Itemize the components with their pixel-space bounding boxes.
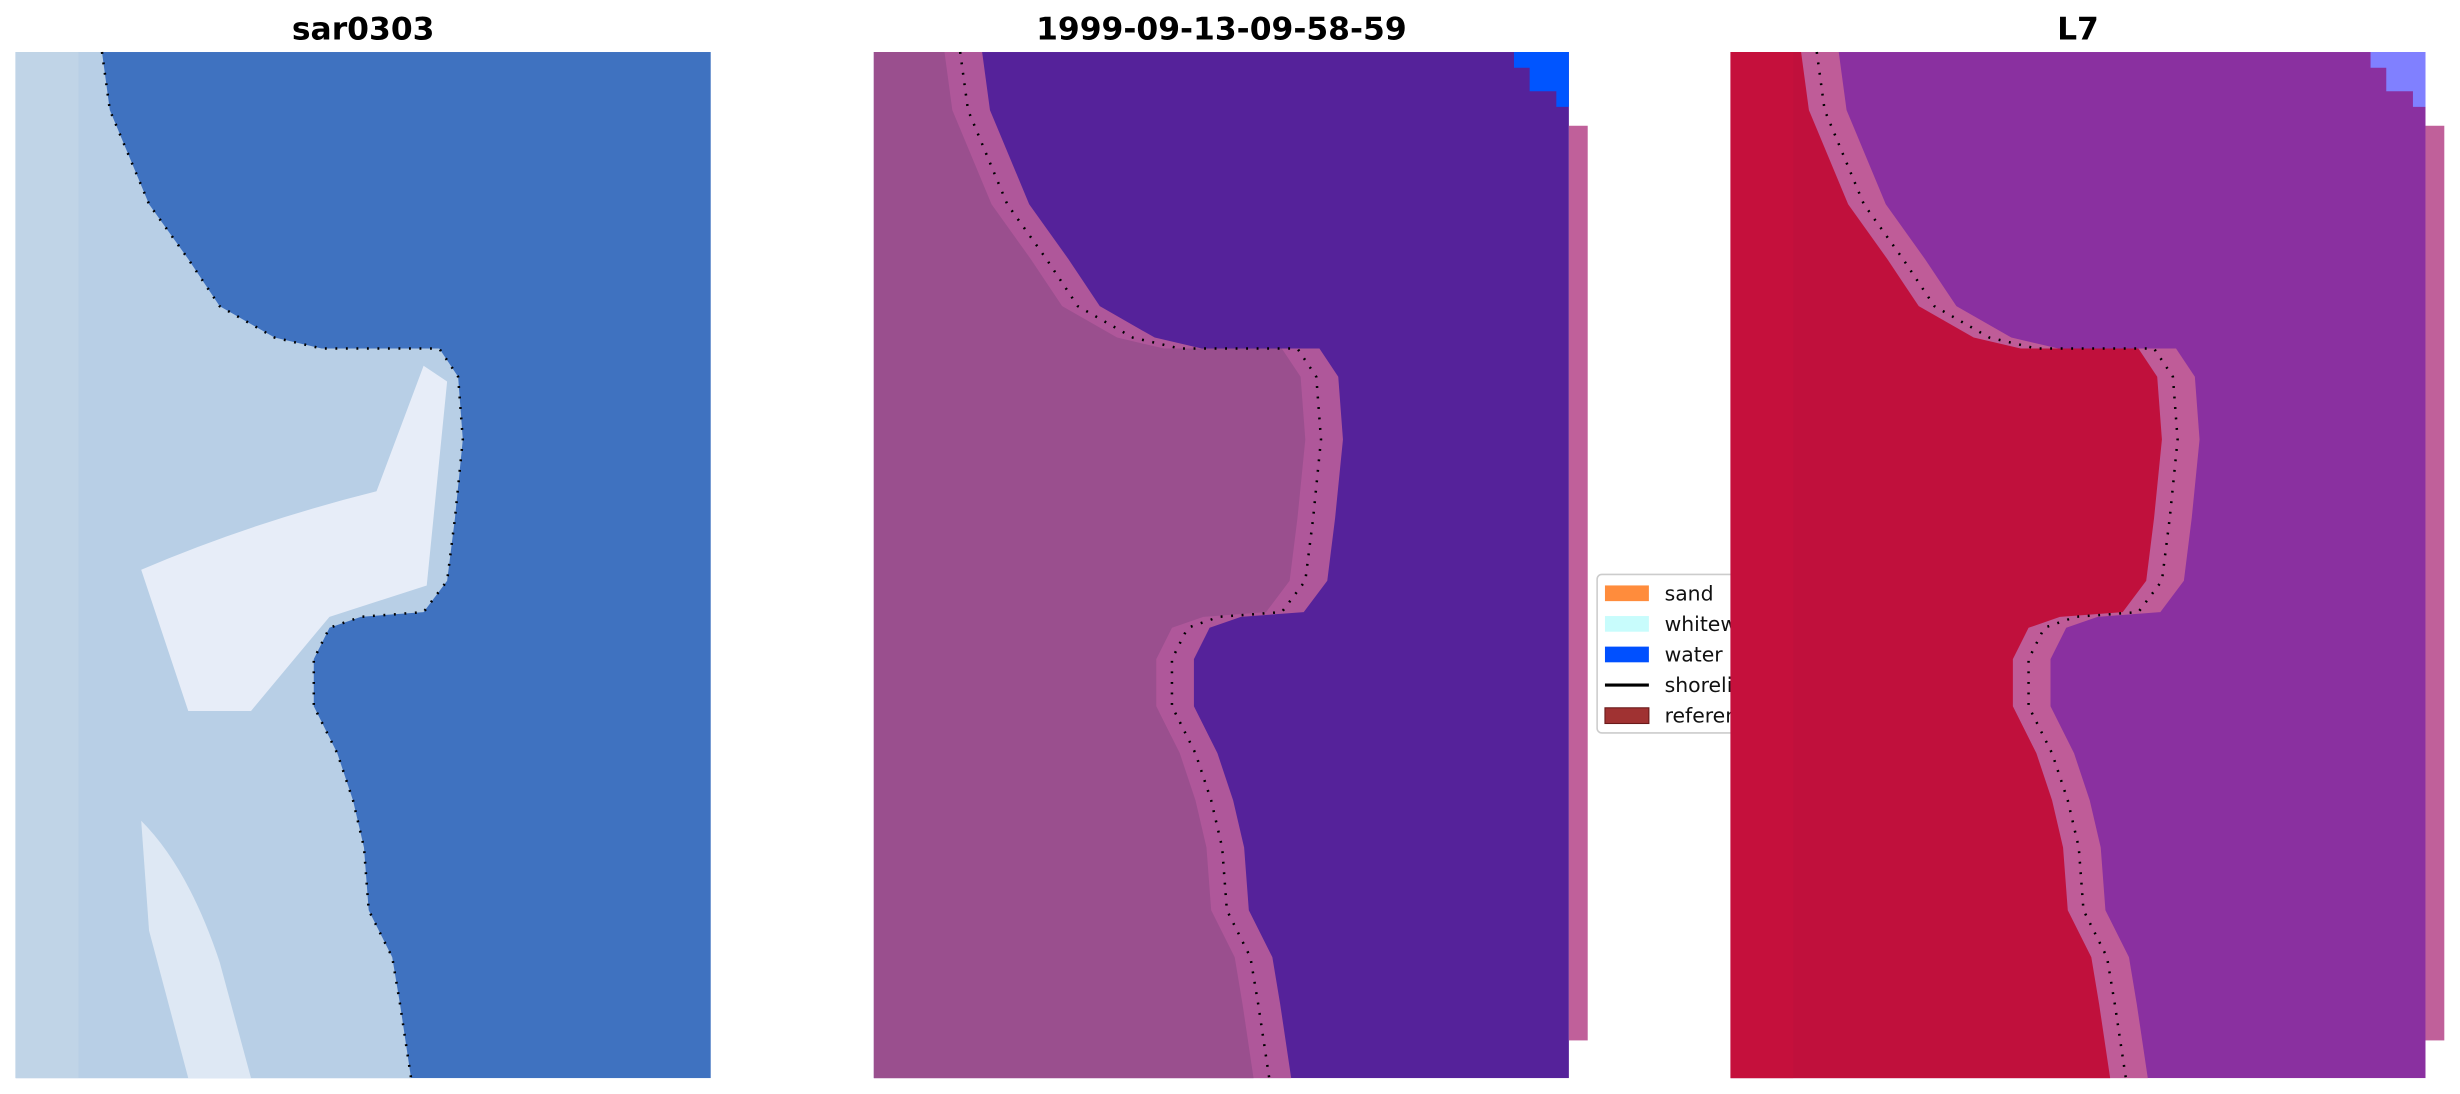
panel-title: L7 [2057,11,2099,47]
map-panel: 1999-09-13-09-58-59 [873,11,1588,1079]
legend-swatch [1604,585,1649,602]
shoreline [100,51,465,1079]
land-shade [1730,52,1794,1079]
shoreline [958,51,1323,1079]
land-strip [15,52,79,1079]
map-panel: sar0303 [15,11,711,1079]
legend-swatch [1604,707,1650,725]
legend-item: water [1604,643,1724,667]
land-area [1730,52,2162,1079]
legend-swatch [1604,646,1649,663]
legend-label: sand [1665,581,1714,605]
corner-patch [2370,52,2426,107]
side-strip [2425,125,2445,1041]
side-strip [1568,125,1588,1041]
shoreline [1815,51,2179,1079]
panel-title: sar0303 [292,11,435,47]
map-panel: L7 [1730,11,2445,1079]
legend-label: water [1665,643,1724,667]
legend-item: sand [1604,581,1714,605]
whitewater-highlight [141,365,448,711]
land-area [873,52,1306,1079]
whitewater-highlight [141,820,252,1079]
panel-title: 1999-09-13-09-58-59 [1036,11,1407,47]
corner-patch [1513,52,1569,107]
legend-swatch [1604,616,1649,632]
